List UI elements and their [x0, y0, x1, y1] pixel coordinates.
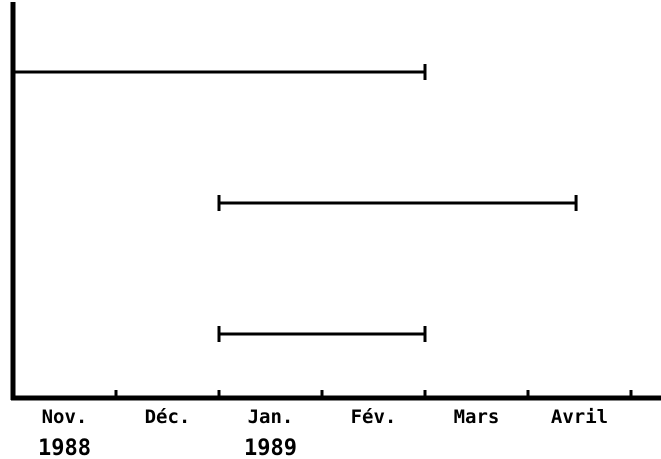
year-label: 1989 [244, 436, 297, 459]
x-ticks [114, 390, 633, 398]
x-tick-label: Avril [551, 406, 608, 428]
x-tick-labels: Nov. Déc. Jan. Fév. Mars Avril [42, 406, 608, 428]
x-tick-label: Jan. [248, 406, 294, 428]
x-tick-label: Mars [454, 406, 500, 428]
gantt-bar [13, 64, 427, 80]
year-label: 1988 [38, 436, 91, 459]
year-labels: 1988 1989 [38, 436, 297, 459]
gantt-bar [217, 326, 427, 342]
bars [13, 64, 578, 342]
x-tick-label: Nov. [42, 406, 88, 428]
x-tick-label: Déc. [145, 406, 191, 428]
x-tick-label: Fév. [351, 406, 397, 428]
gantt-bar [217, 195, 578, 211]
